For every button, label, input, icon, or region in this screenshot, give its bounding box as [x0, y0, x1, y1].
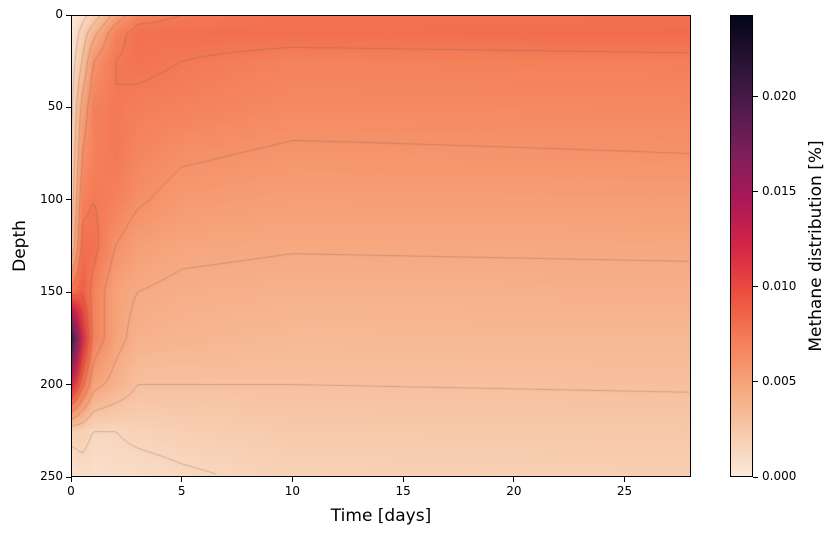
x-tick-mark: [70, 477, 72, 482]
y-tick-mark: [66, 291, 71, 293]
plot-area: [71, 15, 691, 477]
x-tick-mark: [291, 477, 293, 482]
colorbar-tick-label: 0.000: [762, 469, 797, 483]
colorbar-tick-mark: [753, 191, 758, 193]
colorbar-tick-label: 0.015: [762, 183, 797, 198]
colorbar-tick-mark: [753, 286, 758, 288]
colorbar-tick-mark: [753, 476, 758, 478]
y-tick-mark: [66, 14, 71, 16]
x-tick-mark: [402, 477, 404, 482]
x-tick-mark: [181, 477, 183, 482]
y-axis-label: Depth: [10, 220, 30, 272]
y-tick-mark: [66, 199, 71, 201]
y-tick-label: 100: [40, 191, 63, 206]
colorbar-tick-label: 0.005: [762, 373, 797, 388]
x-tick-label: 5: [177, 484, 186, 498]
heatmap: [71, 15, 691, 477]
y-tick-label: 50: [47, 99, 63, 114]
x-tick-label: 0: [67, 484, 75, 498]
x-axis-label: Time [days]: [330, 506, 432, 526]
y-tick-label: 250: [40, 469, 63, 483]
colorbar-gradient: [730, 15, 753, 477]
y-tick-mark: [66, 384, 71, 386]
colorbar-tick-label: 0.010: [762, 278, 797, 293]
colorbar: [730, 15, 753, 477]
y-tick-label: 200: [40, 376, 63, 391]
x-tick-label: 20: [506, 484, 522, 498]
y-tick-mark: [66, 476, 71, 478]
colorbar-label: Methane distribution [%]: [806, 140, 826, 352]
x-tick-mark: [624, 477, 626, 482]
y-tick-label: 0: [55, 7, 63, 21]
x-tick-label: 15: [395, 484, 411, 498]
x-tick-label: 10: [284, 484, 301, 498]
x-tick-label: 25: [616, 484, 633, 498]
colorbar-tick-mark: [753, 96, 758, 98]
y-tick-label: 150: [40, 284, 63, 299]
y-tick-mark: [66, 106, 71, 108]
x-tick-mark: [513, 477, 515, 482]
colorbar-tick-label: 0.020: [762, 88, 797, 103]
colorbar-tick-mark: [753, 381, 758, 383]
